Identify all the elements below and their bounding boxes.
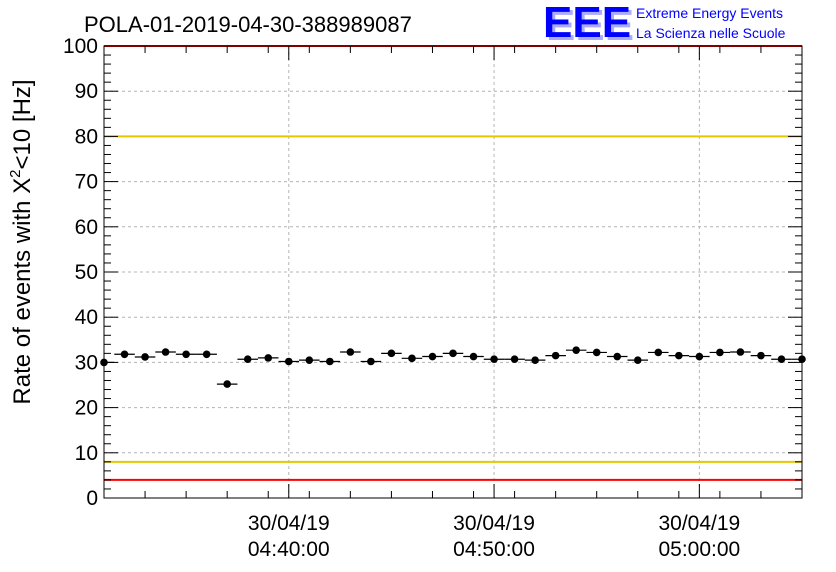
y-tick-label: 10 [75,442,98,465]
data-point [141,353,149,361]
data-point [695,352,704,361]
data-point [120,350,129,359]
y-tick-label: 20 [75,397,98,420]
data-point [736,348,745,356]
data-point [202,350,211,359]
data-point [716,348,724,357]
data-point [449,349,457,358]
data-point [100,358,108,367]
data-point [408,354,416,363]
y-tick-label: 40 [75,306,98,329]
data-point [284,357,293,366]
data-point [572,346,580,354]
y-tick-label: 60 [75,216,98,239]
data-point [161,348,170,356]
y-tick-label: 80 [75,125,98,148]
data-points [100,346,806,388]
x-tick-time-label: 05:00:00 [658,538,740,561]
y-axis-label: Rate of events with X2<10 [Hz] [7,79,36,404]
data-point [469,352,478,361]
chart-title: POLA-01-2019-04-30-388989087 [84,12,412,37]
logo-line2: La Scienza nelle Scuole [636,25,786,41]
axes: 0 10 20 30 40 50 60 70 80 90 100 30/04/19 04:40:00 30… [63,35,803,561]
data-point [654,348,663,357]
y-tick-label: 50 [75,261,98,284]
data-point [182,350,190,359]
x-tick-time-label: 04:40:00 [248,538,330,561]
data-point [243,355,252,364]
data-point [592,348,601,357]
logo-mark-shadow: EEE [546,1,634,50]
eee-logo: EEE EEE Extreme Energy Events La Scienza… [543,0,786,50]
plot-frame [103,45,803,499]
data-point [305,356,314,364]
data-point [264,354,273,362]
data-point [757,351,765,360]
data-point [326,357,334,366]
y-axis-label-sup: 2 [7,169,24,177]
data-point [675,351,683,360]
data-point [613,352,622,361]
x-tick-time-label: 04:50:00 [453,538,535,561]
data-point [387,349,396,358]
y-axis-label-tail: <10 [Hz] [9,79,36,169]
data-point [551,351,560,360]
logo-mark: EEE [543,0,631,47]
data-point [428,352,437,361]
data-point [223,380,231,388]
y-tick-label: 0 [86,487,98,510]
x-tick-date-label: 30/04/19 [453,512,535,535]
data-point [531,356,539,364]
threshold-lines [104,45,802,481]
logo-line1: Extreme Energy Events [636,5,783,21]
x-tick-date-label: 30/04/19 [248,512,330,535]
y-tick-label: 100 [63,35,98,58]
data-point [777,355,786,364]
grid [104,46,802,498]
data-point [510,355,519,364]
y-tick-label: 90 [75,80,98,103]
data-point [633,356,642,364]
x-tick-date-label: 30/04/19 [658,512,740,535]
data-point [346,348,355,356]
y-axis-label-main: Rate of events with X [9,178,36,405]
y-tick-label: 70 [75,171,98,194]
data-point [490,355,498,364]
data-point [798,355,806,364]
data-point [367,357,375,366]
y-tick-label: 30 [75,351,98,374]
